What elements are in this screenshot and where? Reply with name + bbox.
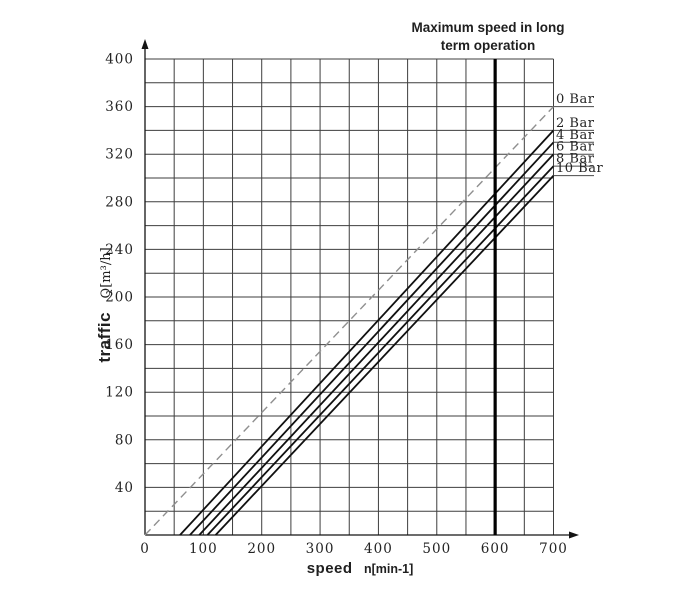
- x-axis-unit: n[min-1]: [364, 562, 414, 576]
- x-tick-label: 600: [481, 541, 510, 557]
- y-axis-unit: Q[m³/h]: [99, 247, 114, 299]
- legend-label-6-bar: 6 Bar: [556, 140, 595, 155]
- annotation-line-2: term operation: [440, 38, 536, 53]
- series-line-8-bar: [206, 165, 555, 536]
- series-line-2-bar: [179, 129, 555, 536]
- legend-label-10-bar: 10 Bar: [556, 161, 603, 176]
- y-tick-label: 200: [105, 290, 134, 306]
- y-tick-label: 320: [105, 147, 134, 163]
- x-tick-label: 700: [539, 541, 568, 557]
- y-axis-arrowhead-icon: [141, 39, 149, 49]
- legend-label-8-bar: 8 Bar: [556, 152, 595, 167]
- x-tick-label: 0: [140, 541, 150, 557]
- max-speed-annotation-title: Maximum speed in long term operation: [390, 19, 586, 55]
- x-axis-title: speed n[min-1]: [265, 560, 455, 578]
- x-axis-title-text: speed: [306, 560, 353, 577]
- series-line-4-bar: [189, 141, 555, 536]
- y-axis-title-text: traffic: [95, 311, 114, 363]
- y-tick-label: 80: [115, 432, 134, 448]
- legend-label-4-bar: 4 Bar: [556, 128, 595, 143]
- y-tick-label: 120: [105, 385, 134, 401]
- legend-label-0-bar: 0 Bar: [556, 92, 595, 107]
- x-tick-label: 500: [422, 541, 451, 557]
- y-tick-label: 400: [105, 52, 134, 68]
- x-tick-label: 100: [189, 541, 218, 557]
- y-tick-label: 360: [105, 99, 134, 115]
- x-tick-label: 200: [247, 541, 276, 557]
- annotation-line-1: Maximum speed in long: [411, 20, 565, 35]
- series-line-0-bar: [144, 106, 555, 536]
- y-tick-label: 280: [105, 194, 134, 210]
- x-axis-arrowhead-icon: [569, 531, 579, 539]
- series-line-10-bar: [214, 175, 555, 536]
- x-tick-label: 400: [364, 541, 393, 557]
- y-axis-title: traffic Q[m³/h]: [95, 194, 119, 416]
- legend-label-2-bar: 2 Bar: [556, 116, 595, 131]
- y-tick-label: 40: [115, 480, 134, 496]
- y-tick-label: 240: [105, 242, 134, 258]
- x-tick-label: 300: [306, 541, 335, 557]
- y-tick-label: 160: [105, 337, 134, 353]
